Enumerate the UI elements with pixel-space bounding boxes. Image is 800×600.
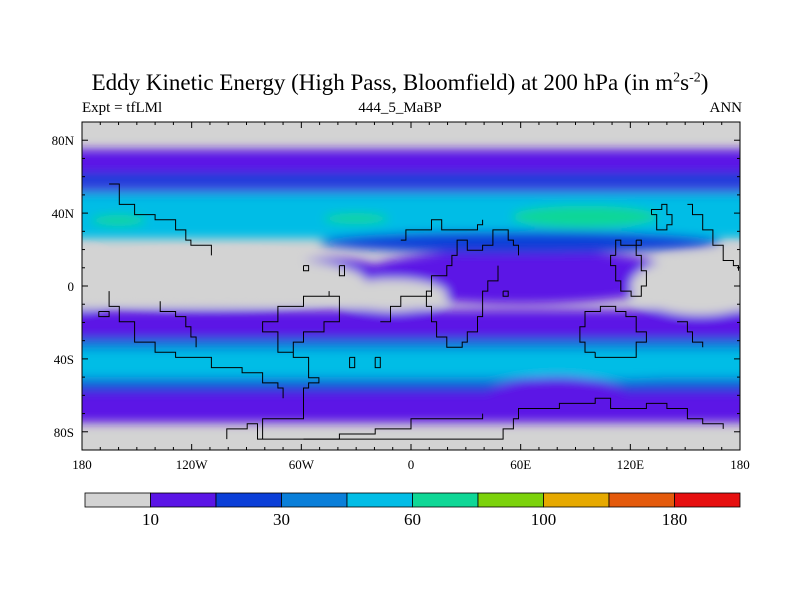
colorbar-swatch-3	[281, 492, 348, 508]
run-id-label: 444_5_MaBP	[358, 100, 442, 116]
x-tick-label-6: 180	[730, 457, 750, 472]
contour-bands	[82, 149, 740, 423]
season-label: ANN	[709, 100, 743, 116]
low-energy-region-2	[685, 249, 740, 312]
island-0	[349, 356, 356, 369]
experiment-label: Expt = tfLMl	[82, 100, 163, 116]
island-5	[98, 311, 110, 318]
contour-fill	[82, 122, 740, 450]
low-energy-region-4	[337, 278, 448, 312]
y-axis: 80N 40N 0 40S 80S	[52, 133, 740, 440]
coastline-8	[610, 239, 647, 297]
colorbar-label-4: 180	[662, 510, 688, 529]
island-2	[303, 265, 310, 272]
title-sup-2: -2	[689, 70, 701, 86]
coastline-1	[108, 291, 284, 399]
colorbar-label-0: 10	[142, 510, 159, 529]
low-energy-region-0	[82, 255, 366, 307]
colorbar: 10 30 60 100 180	[84, 492, 741, 529]
contour-blob-1	[323, 213, 390, 225]
x-tick-label-3: 0	[408, 457, 415, 472]
colorbar-swatch-7	[543, 492, 610, 508]
y-tick-label-1: 40N	[52, 206, 75, 221]
coastline-4	[380, 229, 519, 323]
colorbar-swatch-2	[215, 492, 282, 508]
colorbar-swatch-5	[412, 492, 479, 508]
title-sup-1: 2	[673, 70, 681, 86]
x-tick-label-1: 120W	[176, 457, 209, 472]
contour-blob-2	[91, 214, 146, 226]
coastline-2	[226, 397, 724, 440]
coastline-0	[262, 291, 340, 440]
colorbar-label-1: 30	[273, 510, 290, 529]
colorbar-label-3: 100	[531, 510, 557, 529]
x-tick-label-5: 120E	[617, 457, 645, 472]
colorbar-swatch-9	[674, 492, 741, 508]
coastline-7	[579, 305, 647, 358]
y-tick-label-0: 80N	[52, 133, 75, 148]
coastlines	[98, 183, 739, 440]
chart-title: Eddy Kinetic Energy (High Pass, Bloomfie…	[0, 70, 800, 96]
contour-blob-4	[191, 349, 411, 376]
y-tick-label-3: 40S	[54, 352, 74, 367]
colorbar-swatch-1	[150, 492, 217, 508]
colorbar-swatch-8	[608, 492, 675, 508]
y-tick-label-2: 0	[68, 279, 75, 294]
coastline-11	[109, 183, 212, 256]
colorbar-label-2: 60	[404, 510, 421, 529]
contour-blob-7	[319, 231, 722, 254]
x-tick-label-2: 60W	[289, 457, 315, 472]
colorbar-swatch-6	[477, 492, 544, 508]
coastline-5	[425, 265, 499, 348]
x-axis: 180 120W 60W 0 60E 120E 180	[72, 122, 750, 472]
y-tick-label-4: 80S	[54, 425, 74, 440]
low-energy-region-3	[82, 251, 114, 310]
coastline-10	[687, 203, 739, 271]
coastline-9	[651, 203, 673, 231]
title-mid: s	[680, 70, 690, 95]
title-main: Eddy Kinetic Energy (High Pass, Bloomfie…	[91, 70, 674, 95]
colorbar-swatch-4	[346, 492, 413, 508]
title-end: )	[700, 70, 709, 95]
colorbar-swatch-0	[84, 492, 151, 508]
contour-blob-8	[484, 377, 631, 421]
x-tick-label-0: 180	[72, 457, 92, 472]
contour-band-1	[82, 173, 740, 186]
coastline-6	[400, 219, 484, 241]
coastline-13	[677, 321, 704, 348]
contour-blob-3	[456, 349, 731, 379]
island-3	[338, 265, 345, 277]
coastline-12	[159, 301, 197, 348]
coastline-3	[303, 413, 484, 440]
contour-blob-0	[511, 205, 658, 228]
island-4	[502, 290, 509, 297]
island-1	[374, 356, 381, 369]
island-6	[635, 239, 642, 246]
x-tick-label-4: 60E	[510, 457, 531, 472]
